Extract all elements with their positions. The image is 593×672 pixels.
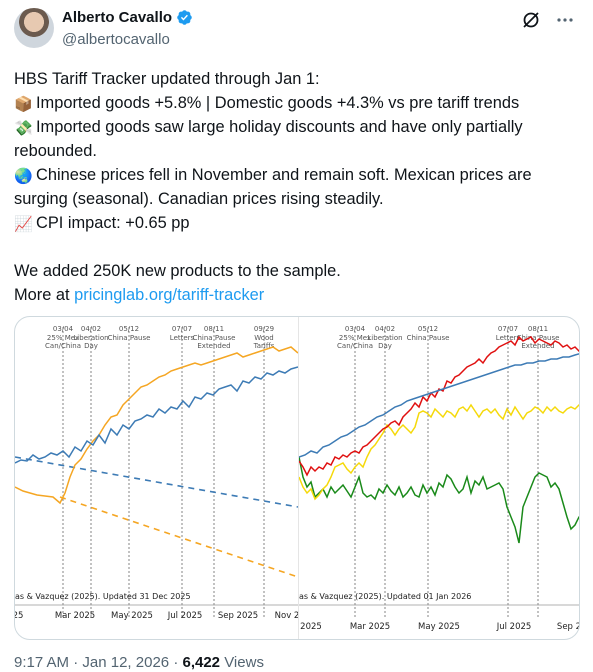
event-label: China Pause — [108, 334, 151, 342]
avatar[interactable] — [14, 8, 54, 48]
domestic-series-line — [299, 353, 579, 458]
event-label: 25% Mex — [47, 334, 79, 342]
chart-media[interactable]: 03/04 25% Mex Can/China 04/02 Liberation… — [14, 316, 580, 640]
tweet-line: HBS Tariff Tracker updated through Jan 1… — [14, 70, 320, 88]
event-label: Wood — [254, 334, 274, 342]
canada-series-line — [299, 403, 579, 501]
event-date: 07/07 — [172, 325, 192, 333]
left-chart-panel[interactable]: 03/04 25% Mex Can/China 04/02 Liberation… — [15, 317, 298, 639]
tweet-line: 📈 CPI impact: +0.65 pp — [14, 214, 190, 233]
x-tick: Sep 2025 — [218, 611, 258, 621]
x-tick: Jul 2025 — [496, 622, 532, 632]
event-label: Extended — [521, 342, 554, 350]
tweet-line: More at pricinglab.org/tariff-tracker — [14, 286, 265, 304]
chart-source: as & Vazquez (2025). Updated 31 Dec 2025 — [15, 592, 191, 601]
domestic-series-line — [15, 366, 298, 464]
x-tick: Nov 2 — [275, 611, 298, 621]
event-label: China Pause — [407, 334, 450, 342]
views-count: 6,422 — [182, 654, 221, 671]
money-with-wings-icon: 💸 — [14, 120, 33, 137]
event-date: 09/29 — [254, 325, 274, 333]
imported-trend-line — [59, 496, 298, 578]
event-label: Liberation — [73, 334, 108, 342]
event-label: China Pause — [517, 334, 560, 342]
globe-icon: 🌏 — [14, 168, 33, 185]
event-label: Can/China — [337, 342, 373, 350]
imported-series-line — [15, 346, 298, 505]
tweet-line: We added 250K new products to the sample… — [14, 262, 341, 280]
package-icon: 📦 — [14, 96, 33, 113]
event-label: Extended — [197, 342, 230, 350]
x-tick: 25 — [15, 611, 23, 621]
event-date: 05/12 — [418, 325, 438, 333]
tweet-text: HBS Tariff Tracker updated through Jan 1… — [14, 67, 579, 307]
event-label: China Pause — [193, 334, 236, 342]
event-date: 07/07 — [498, 325, 518, 333]
event-date: 08/11 — [528, 325, 548, 333]
event-date: 03/04 — [53, 325, 74, 333]
tweet-meta: 9:17 AM · Jan 12, 2026 · 6,422 Views — [14, 654, 264, 671]
event-label: Day — [378, 342, 392, 350]
event-label: Liberation — [367, 334, 402, 342]
event-date: 05/12 — [119, 325, 139, 333]
tracker-link[interactable]: pricinglab.org/tariff-tracker — [74, 286, 265, 304]
author-handle[interactable]: @albertocavallo — [62, 31, 170, 48]
tweet-line: 💸 Imported goods saw large holiday discou… — [14, 118, 523, 160]
domestic-trend-line — [15, 456, 298, 508]
event-label: 25% Mex — [339, 334, 371, 342]
china-series-line — [299, 456, 579, 544]
event-date: 04/02 — [375, 325, 395, 333]
event-date: 04/02 — [81, 325, 101, 333]
tweet-time[interactable]: 9:17 AM — [14, 654, 70, 671]
x-tick: May 2025 — [418, 622, 460, 632]
chart-increasing-icon: 📈 — [14, 216, 33, 233]
event-label: Can/China — [45, 342, 81, 350]
author-name-row[interactable]: Alberto Cavallo — [62, 9, 193, 26]
right-chart-panel[interactable]: 03/04 25% Mex Can/China 04/02 Liberation… — [298, 317, 580, 639]
x-tick: Mar 2025 — [55, 611, 95, 621]
event-label: Letters — [170, 334, 195, 342]
event-label: Tariffs — [253, 342, 275, 350]
event-date: 03/04 — [345, 325, 366, 333]
event-date: 08/11 — [204, 325, 224, 333]
views-label: Views — [224, 654, 264, 671]
chart-source: as & Vazquez (2025). Updated 01 Jan 2026 — [299, 592, 471, 601]
right-chart: 03/04 25% Mex Can/China 04/02 Liberation… — [299, 325, 580, 632]
x-tick: Mar 2025 — [350, 622, 390, 632]
x-tick: Jul 2025 — [167, 611, 203, 621]
more-options-icon[interactable] — [555, 10, 575, 30]
mexico-series-line — [299, 335, 579, 477]
left-chart: 03/04 25% Mex Can/China 04/02 Liberation… — [15, 325, 298, 621]
event-label: Letters — [496, 334, 521, 342]
x-tick: May 2025 — [111, 611, 153, 621]
tweet-date[interactable]: Jan 12, 2026 — [82, 654, 170, 671]
tweet-line: 📦 Imported goods +5.8% | Domestic goods +… — [14, 94, 520, 113]
x-tick: Sep 2 — [557, 622, 580, 632]
event-label: Day — [84, 342, 98, 350]
verified-badge-icon — [176, 9, 193, 26]
tweet-line: 🌏 Chinese prices fell in November and rem… — [14, 166, 532, 208]
x-tick: 2025 — [300, 622, 322, 632]
author-name[interactable]: Alberto Cavallo — [62, 9, 173, 26]
grok-icon[interactable] — [521, 10, 541, 30]
